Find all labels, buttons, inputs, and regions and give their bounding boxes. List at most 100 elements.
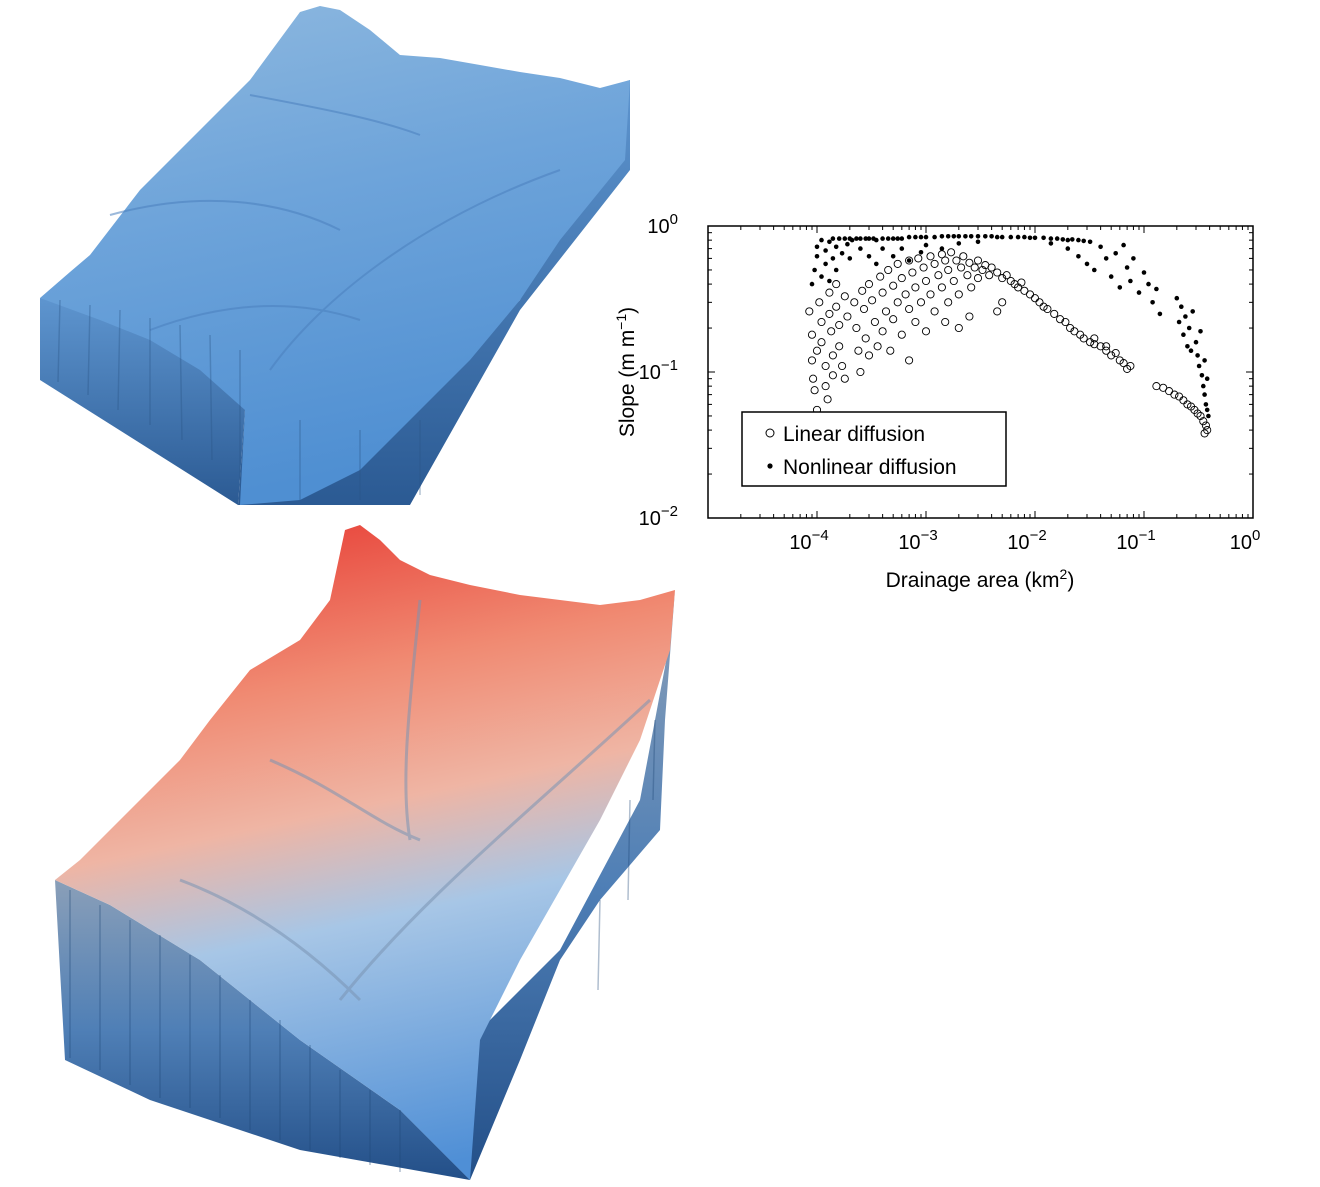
linear-diffusion-point-16: [828, 351, 837, 360]
nonlinear-diffusion-point-114: [1202, 358, 1207, 363]
linear-diffusion-point-89: [993, 268, 1002, 277]
linear-diffusion-point-138: [998, 298, 1007, 307]
nonlinear-diffusion-point-63: [1027, 235, 1033, 241]
nonlinear-diffusion-point-13: [833, 267, 839, 273]
linear-diffusion-point-113: [1107, 351, 1116, 360]
linear-diffusion-point-123: [1165, 387, 1174, 396]
series-linear-diffusion: [805, 248, 1212, 438]
nonlinear-diffusion-point-86: [1128, 278, 1133, 284]
linear-diffusion-point-24: [840, 374, 849, 383]
linear-diffusion-point-57: [914, 254, 923, 263]
legend-label-linear: Linear diffusion: [783, 423, 925, 446]
nonlinear-diffusion-point-45: [932, 234, 937, 240]
nonlinear-diffusion-point-72: [1081, 238, 1086, 244]
nonlinear-diffusion-point-9: [827, 278, 832, 284]
x-tick-label: 100: [1230, 527, 1261, 554]
nonlinear-diffusion-point-78: [1092, 267, 1097, 273]
nonlinear-diffusion-point-57: [989, 234, 994, 239]
nonlinear-diffusion-point-35: [895, 236, 900, 241]
nonlinear-diffusion-point-97: [1181, 332, 1186, 338]
linear-diffusion-point-130: [1193, 409, 1202, 418]
linear-diffusion-point-56: [911, 317, 920, 327]
linear-diffusion-point-7: [815, 298, 824, 307]
nonlinear-diffusion-point-66: [1048, 236, 1054, 241]
x-tick-label: 10−3: [898, 527, 937, 554]
linear-diffusion-point-40: [878, 327, 887, 336]
nonlinear-diffusion-point-30: [880, 236, 885, 241]
linear-diffusion-point-43: [886, 346, 895, 355]
linear-diffusion-point-38: [876, 272, 885, 281]
nonlinear-diffusion-point-79: [1098, 244, 1103, 250]
linear-diffusion-point-95: [1017, 278, 1026, 287]
linear-diffusion-point-101: [1043, 304, 1052, 314]
nonlinear-diffusion-point-17: [845, 241, 850, 247]
nonlinear-diffusion-point-43: [923, 234, 929, 240]
linear-diffusion-point-62: [926, 252, 935, 261]
linear-diffusion-point-37: [873, 342, 882, 351]
nonlinear-diffusion-point-104: [1195, 353, 1200, 358]
nonlinear-diffusion-point-7: [823, 248, 828, 253]
nonlinear-diffusion-point-101: [1188, 348, 1194, 354]
nonlinear-diffusion-point-62: [1022, 234, 1027, 240]
y-axis-label: Slope (m m−1): [613, 307, 639, 437]
nonlinear-diffusion-point-44: [923, 242, 929, 248]
nonlinear-diffusion-point-21: [854, 236, 859, 241]
nonlinear-diffusion-point-22: [858, 236, 863, 241]
linear-diffusion-point-30: [858, 286, 867, 295]
nonlinear-diffusion-point-54: [975, 234, 981, 239]
linear-diffusion-point-109: [1086, 338, 1095, 347]
nonlinear-diffusion-point-113: [1204, 376, 1210, 382]
nonlinear-diffusion-point-46: [939, 234, 945, 239]
legend-box: [741, 411, 1007, 487]
nonlinear-diffusion-point-88: [1136, 290, 1142, 295]
nonlinear-diffusion-point-12: [833, 244, 839, 250]
nonlinear-diffusion-point-74: [1048, 241, 1054, 246]
linear-diffusion-point-85: [978, 265, 987, 275]
nonlinear-diffusion-point-99: [1185, 344, 1190, 349]
x-tick-label: 10−4: [789, 527, 828, 554]
linear-diffusion-point-64: [930, 259, 939, 268]
y-tick-label: 10−2: [639, 503, 678, 530]
nonlinear-diffusion-point-48: [945, 234, 951, 239]
linear-diffusion-point-103: [1056, 315, 1065, 324]
nonlinear-diffusion-point-103: [1193, 339, 1199, 345]
linear-diffusion-point-42: [884, 265, 893, 275]
linear-diffusion-point-77: [957, 263, 966, 272]
nonlinear-diffusion-point-80: [1103, 256, 1109, 261]
linear-diffusion-point-73: [949, 276, 958, 286]
x-tick-label: 10−1: [1116, 527, 1155, 554]
nonlinear-diffusion-point-60: [1008, 234, 1014, 240]
linear-diffusion-point-90: [998, 274, 1007, 283]
nonlinear-diffusion-point-95: [1176, 319, 1182, 325]
linear-diffusion-point-126: [1179, 396, 1188, 405]
linear-diffusion-point-31: [859, 304, 869, 314]
nonlinear-diffusion-point-96: [1179, 304, 1184, 310]
linear-diffusion-point-99: [1035, 298, 1044, 307]
linear-diffusion-point-32: [861, 334, 870, 343]
linear-diffusion-point-65: [930, 307, 939, 316]
linear-diffusion-point-6: [812, 346, 822, 355]
linear-diffusion-point-23: [840, 292, 849, 301]
nonlinear-diffusion-point-83: [1117, 285, 1123, 290]
nonlinear-diffusion-point-112: [1206, 413, 1211, 419]
linear-diffusion-point-45: [889, 315, 898, 324]
linear-diffusion-point-97: [1025, 290, 1035, 299]
linear-diffusion-point-120: [1111, 348, 1120, 358]
terrain-bottom-front-stripes: [69, 719, 656, 1172]
nonlinear-diffusion-point-10: [830, 256, 836, 261]
linear-diffusion-point-74: [952, 256, 961, 265]
linear-diffusion-point-66: [934, 271, 943, 280]
nonlinear-diffusion-point-47: [939, 246, 945, 251]
linear-diffusion-point-75: [954, 290, 963, 299]
linear-diffusion-point-8: [817, 317, 826, 327]
nonlinear-diffusion-point-81: [1108, 274, 1114, 279]
linear-diffusion-point-132: [1199, 417, 1208, 426]
nonlinear-diffusion-point-40: [913, 234, 918, 240]
linear-diffusion-point-102: [1050, 309, 1059, 318]
linear-diffusion-point-111: [1096, 342, 1105, 351]
nonlinear-diffusion-point-14: [836, 236, 842, 241]
nonlinear-diffusion-point-2: [814, 253, 820, 259]
nonlinear-diffusion-point-26: [866, 253, 872, 259]
linear-diffusion-point-27: [852, 323, 861, 333]
nonlinear-diffusion-point-92: [1154, 286, 1159, 292]
